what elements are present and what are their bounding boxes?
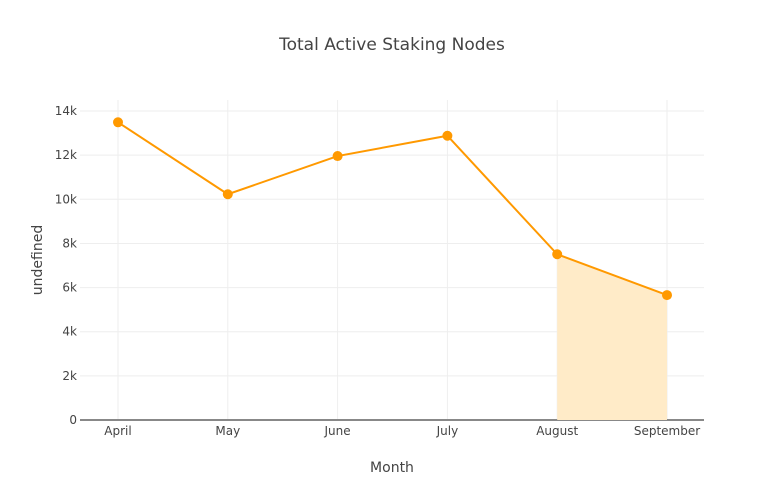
- y-tick-label: 2k: [62, 369, 77, 383]
- y-tick-label: 0: [69, 413, 77, 427]
- data-point: [442, 130, 453, 141]
- chart-title: Total Active Staking Nodes: [278, 35, 505, 55]
- x-tick-label: May: [215, 424, 240, 438]
- x-tick-label: September: [634, 424, 700, 438]
- y-tick-label: 4k: [62, 325, 77, 339]
- data-point: [113, 117, 123, 128]
- shaded-area: [557, 254, 667, 420]
- data-point: [662, 290, 672, 301]
- y-tick-label: 12k: [55, 148, 77, 162]
- y-tick-label: 10k: [55, 192, 77, 206]
- data-point: [552, 249, 563, 260]
- x-tick-label: August: [536, 424, 578, 438]
- data-point: [332, 151, 343, 162]
- y-tick-label: 6k: [62, 281, 77, 295]
- y-axis-label: undefined: [30, 225, 46, 295]
- x-axis-label: Month: [370, 460, 414, 476]
- x-tick-label: July: [436, 424, 459, 438]
- x-tick-label: June: [324, 424, 351, 438]
- y-tick-label: 14k: [55, 104, 77, 118]
- data-point: [222, 189, 233, 200]
- y-tick-label: 8k: [62, 236, 77, 250]
- series-line: [117, 121, 668, 297]
- x-tick-label: April: [104, 424, 131, 438]
